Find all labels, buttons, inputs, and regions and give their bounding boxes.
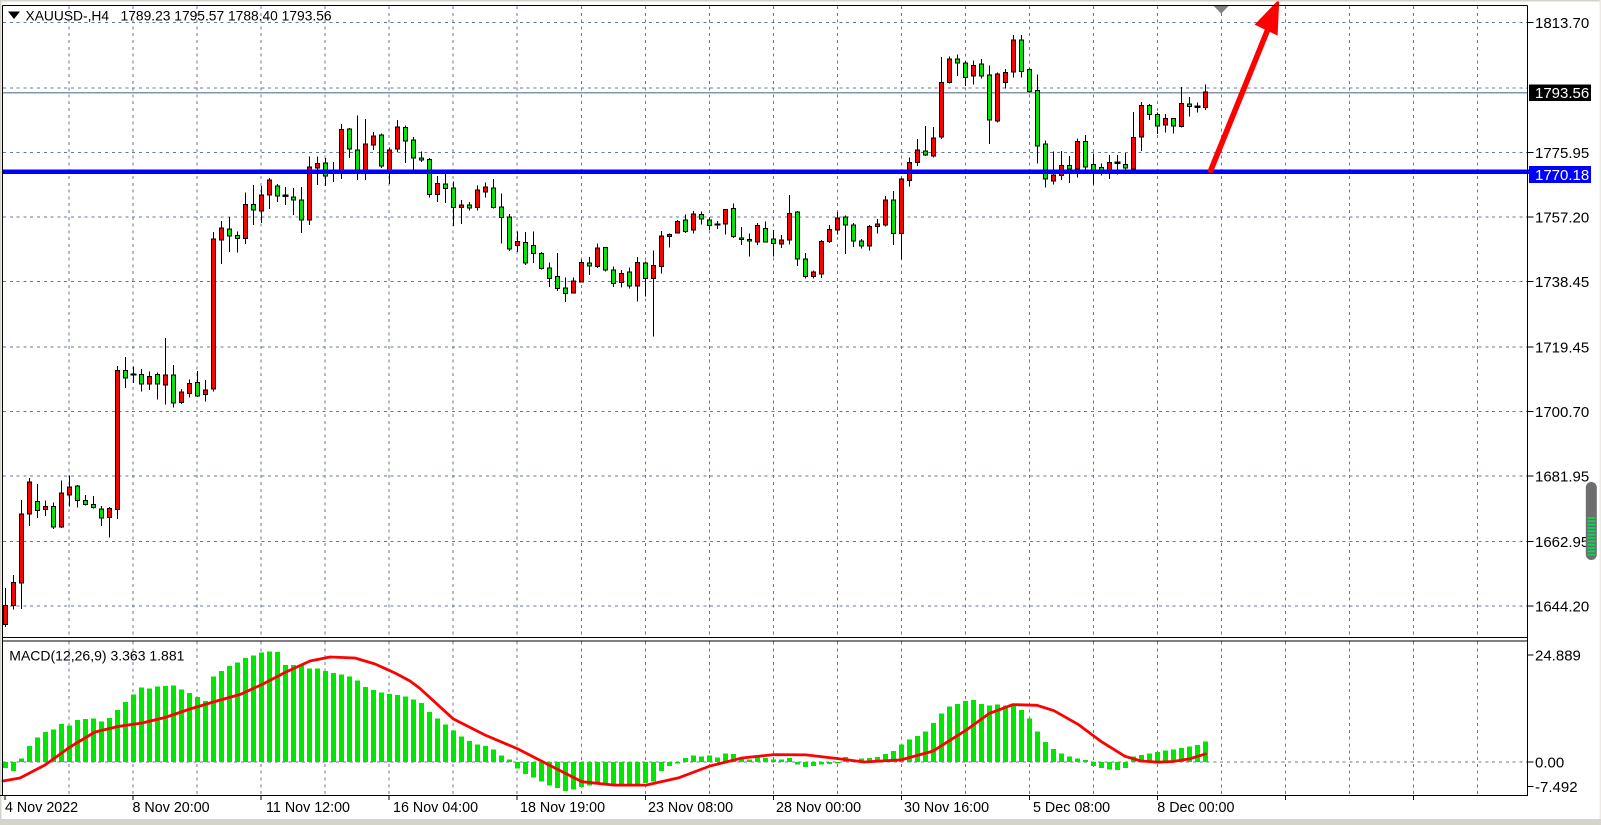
- svg-text:1775.95: 1775.95: [1535, 145, 1589, 162]
- svg-text:1644.20: 1644.20: [1535, 598, 1589, 615]
- svg-text:24.889: 24.889: [1535, 647, 1581, 664]
- svg-text:16 Nov 04:00: 16 Nov 04:00: [393, 800, 478, 816]
- svg-text:8 Nov 20:00: 8 Nov 20:00: [133, 800, 210, 816]
- svg-text:1700.70: 1700.70: [1535, 404, 1589, 421]
- svg-text:4 Nov 2022: 4 Nov 2022: [5, 800, 78, 816]
- svg-text:1793.56: 1793.56: [1535, 85, 1589, 102]
- svg-text:1719.45: 1719.45: [1535, 339, 1589, 356]
- svg-text:1681.95: 1681.95: [1535, 468, 1589, 485]
- svg-text:8 Dec 00:00: 8 Dec 00:00: [1157, 800, 1234, 816]
- svg-text:XAUUSD-,H4 1789.23 1795.57 1: XAUUSD-,H4 1789.23 1795.57 1788.40 1793.…: [26, 9, 332, 24]
- svg-text:0.00: 0.00: [1535, 755, 1564, 772]
- svg-text:1813.70: 1813.70: [1535, 15, 1589, 32]
- svg-text:11 Nov 12:00: 11 Nov 12:00: [266, 800, 350, 816]
- svg-text:18 Nov 19:00: 18 Nov 19:00: [520, 800, 605, 816]
- svg-text:1662.95: 1662.95: [1535, 534, 1589, 551]
- svg-text:1738.45: 1738.45: [1535, 274, 1589, 291]
- svg-text:28 Nov 00:00: 28 Nov 00:00: [776, 800, 861, 816]
- svg-text:5 Dec 08:00: 5 Dec 08:00: [1033, 800, 1110, 816]
- svg-text:-7.492: -7.492: [1535, 779, 1578, 796]
- svg-text:23 Nov 08:00: 23 Nov 08:00: [648, 800, 733, 816]
- svg-text:30 Nov 16:00: 30 Nov 16:00: [904, 800, 989, 816]
- svg-text:1770.18: 1770.18: [1535, 167, 1589, 184]
- svg-text:1757.20: 1757.20: [1535, 209, 1589, 226]
- svg-text:MACD(12,26,9) 3.363 1.881: MACD(12,26,9) 3.363 1.881: [9, 648, 184, 664]
